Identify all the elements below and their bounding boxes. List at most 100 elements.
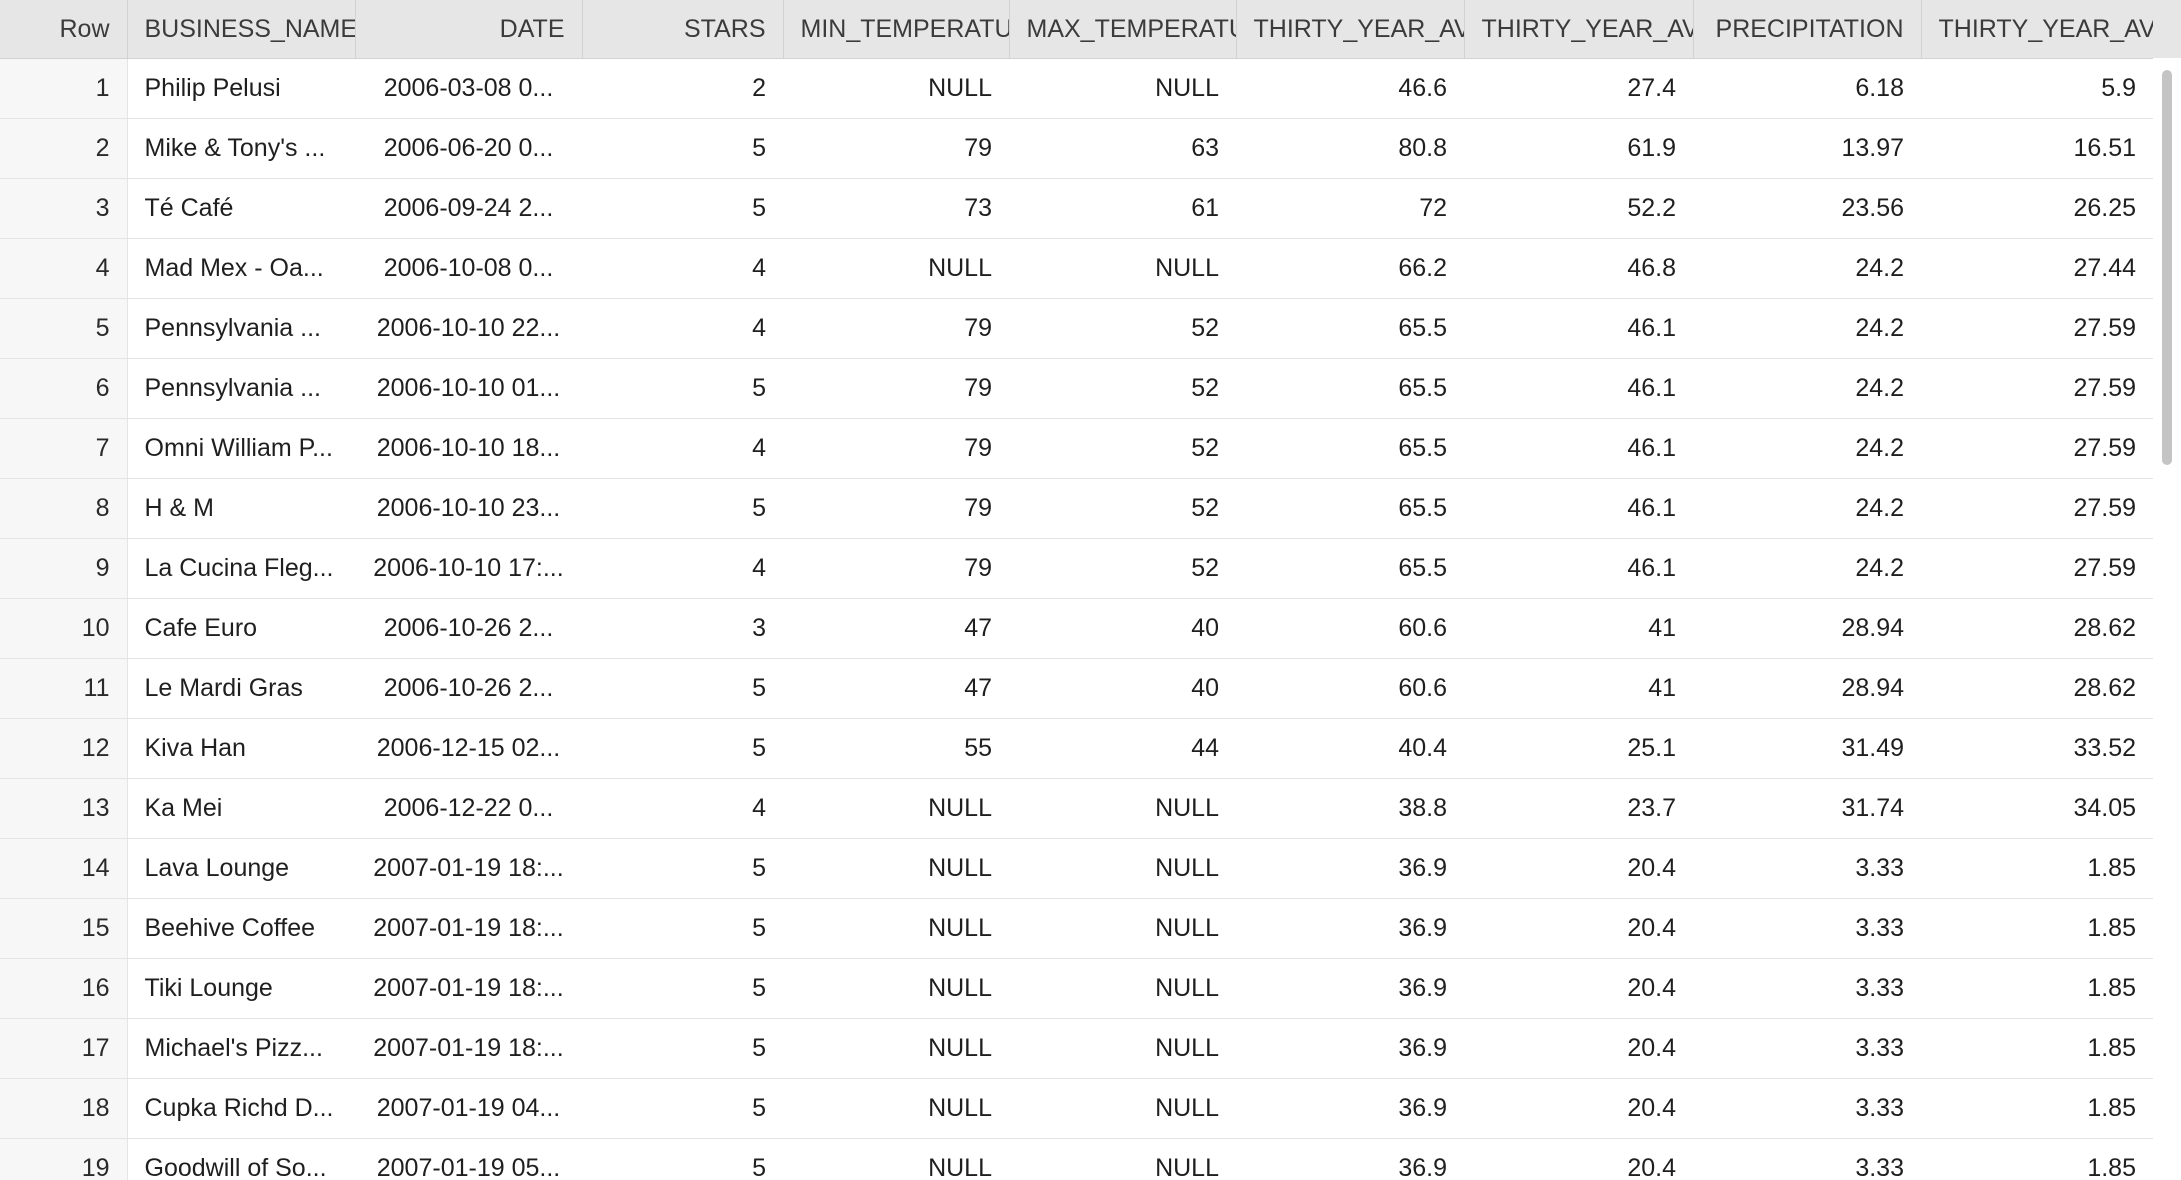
cell-thirty-year-avg-3[interactable]: 16.51 [1921,118,2153,179]
cell-min-temperature[interactable]: 73 [783,178,1009,239]
cell-row-number[interactable]: 6 [0,358,128,419]
cell-thirty-year-avg-1[interactable]: 66.2 [1236,238,1464,299]
cell-stars[interactable]: 5 [582,478,783,539]
cell-row-number[interactable]: 15 [0,898,128,959]
cell-thirty-year-avg-2[interactable]: 20.4 [1464,1138,1693,1180]
cell-date[interactable]: 2006-12-22 0... [355,778,582,839]
cell-thirty-year-avg-2[interactable]: 46.8 [1464,238,1693,299]
cell-max-temperature[interactable]: 52 [1009,298,1236,359]
cell-thirty-year-avg-2[interactable]: 20.4 [1464,838,1693,899]
cell-min-temperature[interactable]: 47 [783,658,1009,719]
cell-min-temperature[interactable]: NULL [783,958,1009,1019]
cell-stars[interactable]: 4 [582,298,783,359]
cell-precipitation[interactable]: 3.33 [1693,1078,1921,1139]
column-header-precipitation[interactable]: PRECIPITATION [1693,0,1922,59]
cell-thirty-year-avg-1[interactable]: 65.5 [1236,418,1464,479]
cell-thirty-year-avg-1[interactable]: 36.9 [1236,958,1464,1019]
cell-row-number[interactable]: 3 [0,178,128,239]
cell-min-temperature[interactable]: 79 [783,358,1009,419]
cell-row-number[interactable]: 7 [0,418,128,479]
table-row[interactable]: 10 Cafe Euro 2006-10-26 2... 3 47 40 60.6 41 28.… [0,598,2153,659]
cell-row-number[interactable]: 8 [0,478,128,539]
cell-thirty-year-avg-3[interactable]: 34.05 [1921,778,2153,839]
cell-max-temperature[interactable]: NULL [1009,1018,1236,1079]
cell-business-name[interactable]: Goodwill of So... [127,1138,355,1180]
cell-stars[interactable]: 4 [582,418,783,479]
cell-business-name[interactable]: Philip Pelusi [127,58,355,119]
cell-precipitation[interactable]: 6.18 [1693,58,1921,119]
cell-date[interactable]: 2006-09-24 2... [355,178,582,239]
cell-row-number[interactable]: 5 [0,298,128,359]
cell-date[interactable]: 2007-01-19 18:... [355,1018,582,1079]
cell-stars[interactable]: 3 [582,598,783,659]
cell-precipitation[interactable]: 24.2 [1693,418,1921,479]
cell-max-temperature[interactable]: 61 [1009,178,1236,239]
cell-max-temperature[interactable]: 52 [1009,358,1236,419]
cell-date[interactable]: 2006-10-10 22... [355,298,582,359]
cell-thirty-year-avg-1[interactable]: 36.9 [1236,1138,1464,1180]
cell-thirty-year-avg-2[interactable]: 52.2 [1464,178,1693,239]
cell-stars[interactable]: 5 [582,718,783,779]
cell-date[interactable]: 2007-01-19 18:... [355,838,582,899]
cell-thirty-year-avg-3[interactable]: 27.59 [1921,358,2153,419]
cell-thirty-year-avg-1[interactable]: 40.4 [1236,718,1464,779]
cell-precipitation[interactable]: 3.33 [1693,898,1921,959]
cell-thirty-year-avg-1[interactable]: 65.5 [1236,358,1464,419]
cell-thirty-year-avg-2[interactable]: 61.9 [1464,118,1693,179]
cell-thirty-year-avg-1[interactable]: 65.5 [1236,298,1464,359]
cell-row-number[interactable]: 1 [0,58,128,119]
cell-thirty-year-avg-2[interactable]: 41 [1464,598,1693,659]
cell-date[interactable]: 2006-12-15 02... [355,718,582,779]
cell-thirty-year-avg-1[interactable]: 36.9 [1236,838,1464,899]
cell-max-temperature[interactable]: NULL [1009,838,1236,899]
cell-thirty-year-avg-1[interactable]: 38.8 [1236,778,1464,839]
cell-thirty-year-avg-3[interactable]: 27.44 [1921,238,2153,299]
cell-stars[interactable]: 4 [582,238,783,299]
cell-thirty-year-avg-2[interactable]: 46.1 [1464,298,1693,359]
cell-date[interactable]: 2007-01-19 18:... [355,898,582,959]
cell-row-number[interactable]: 2 [0,118,128,179]
cell-thirty-year-avg-3[interactable]: 28.62 [1921,598,2153,659]
cell-row-number[interactable]: 11 [0,658,128,719]
cell-thirty-year-avg-1[interactable]: 65.5 [1236,538,1464,599]
cell-thirty-year-avg-3[interactable]: 27.59 [1921,538,2153,599]
cell-min-temperature[interactable]: NULL [783,238,1009,299]
cell-row-number[interactable]: 9 [0,538,128,599]
cell-stars[interactable]: 5 [582,118,783,179]
cell-business-name[interactable]: Mad Mex - Oa... [127,238,355,299]
scrollbar-thumb[interactable] [2162,70,2172,465]
cell-max-temperature[interactable]: 40 [1009,598,1236,659]
cell-thirty-year-avg-2[interactable]: 20.4 [1464,958,1693,1019]
cell-thirty-year-avg-1[interactable]: 36.9 [1236,898,1464,959]
cell-thirty-year-avg-3[interactable]: 28.62 [1921,658,2153,719]
table-row[interactable]: 6 Pennsylvania ... 2006-10-10 01... 5 79 52 65… [0,358,2153,419]
cell-thirty-year-avg-3[interactable]: 27.59 [1921,478,2153,539]
cell-business-name[interactable]: Pennsylvania ... [127,298,355,359]
cell-max-temperature[interactable]: 44 [1009,718,1236,779]
table-row[interactable]: 5 Pennsylvania ... 2006-10-10 22... 4 79 52 65… [0,298,2153,359]
cell-thirty-year-avg-1[interactable]: 72 [1236,178,1464,239]
table-row[interactable]: 17 Michael's Pizz... 2007-01-19 18:... 5 NUL… [0,1018,2153,1079]
cell-min-temperature[interactable]: NULL [783,58,1009,119]
cell-max-temperature[interactable]: NULL [1009,1138,1236,1180]
cell-business-name[interactable]: Tiki Lounge [127,958,355,1019]
cell-max-temperature[interactable]: NULL [1009,58,1236,119]
cell-date[interactable]: 2007-01-19 04... [355,1078,582,1139]
cell-business-name[interactable]: Mike & Tony's ... [127,118,355,179]
cell-date[interactable]: 2006-06-20 0... [355,118,582,179]
cell-stars[interactable]: 2 [582,58,783,119]
cell-min-temperature[interactable]: 55 [783,718,1009,779]
cell-thirty-year-avg-2[interactable]: 46.1 [1464,538,1693,599]
column-header-stars[interactable]: STARS [582,0,784,59]
cell-thirty-year-avg-3[interactable]: 27.59 [1921,298,2153,359]
cell-min-temperature[interactable]: 79 [783,418,1009,479]
column-header-thirty-year-avg-3[interactable]: THIRTY_YEAR_AVE [1921,0,2154,59]
cell-date[interactable]: 2006-10-10 23... [355,478,582,539]
cell-min-temperature[interactable]: 79 [783,298,1009,359]
cell-thirty-year-avg-3[interactable]: 1.85 [1921,1078,2153,1139]
cell-max-temperature[interactable]: NULL [1009,898,1236,959]
cell-precipitation[interactable]: 24.2 [1693,358,1921,419]
cell-thirty-year-avg-2[interactable]: 41 [1464,658,1693,719]
table-row[interactable]: 16 Tiki Lounge 2007-01-19 18:... 5 NULL NULL 3… [0,958,2153,1019]
